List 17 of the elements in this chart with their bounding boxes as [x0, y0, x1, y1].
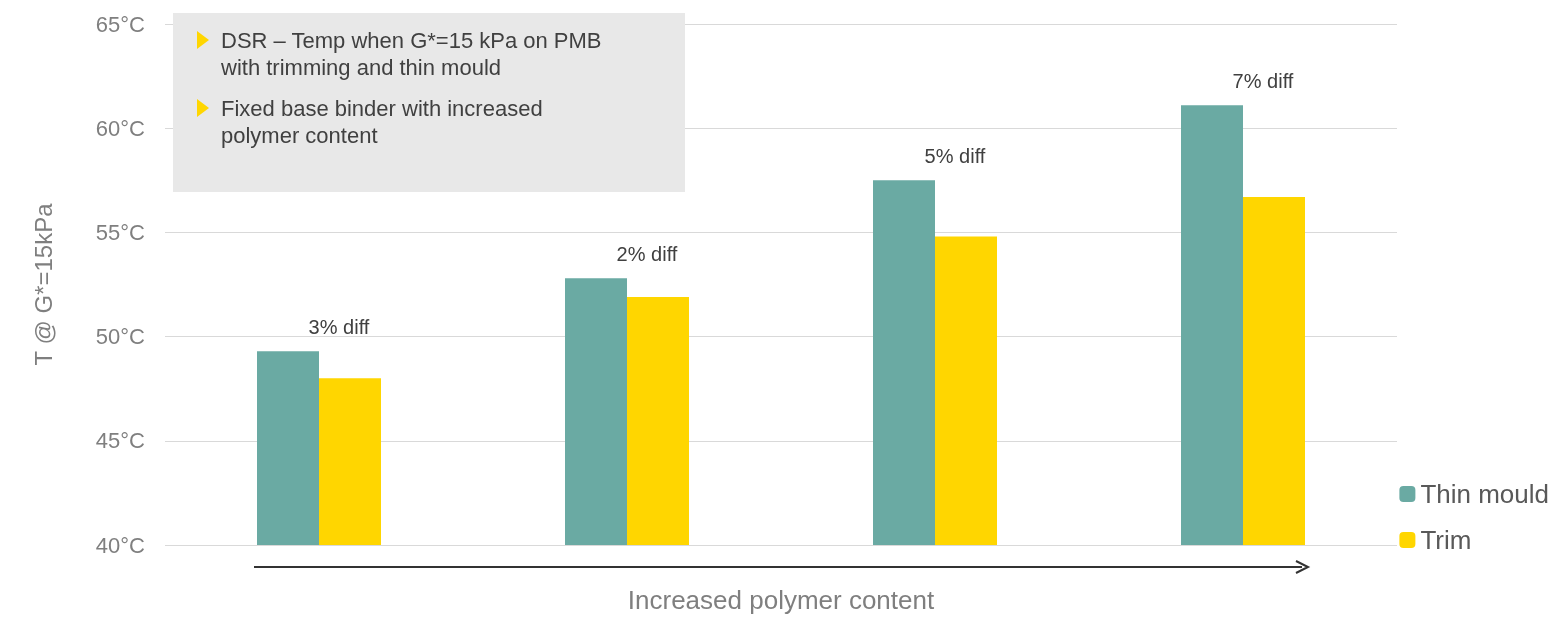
y-tick-label: 65°C — [95, 11, 146, 37]
y-tick-label: 40°C — [95, 532, 146, 558]
y-tick-label: 60°C — [95, 115, 146, 141]
x-axis-title: Increased polymer content — [627, 585, 935, 615]
y-tick-label: 50°C — [95, 324, 146, 350]
y-tick-label: 55°C — [95, 219, 146, 245]
annotation: Fixed base binder with increased polymer content — [221, 95, 544, 149]
annotation: 7% diff — [1232, 70, 1294, 93]
annotation: 3% diff — [308, 316, 370, 339]
y-tick-label: 45°C — [95, 428, 146, 454]
legend-label: Thin mould — [1420, 479, 1550, 509]
annotation: DSR – Temp when G*=15 kPa on PMB with trimming and thin mould — [221, 27, 603, 81]
annotation: 2% diff — [616, 243, 678, 266]
legend-label: Trim — [1420, 525, 1472, 555]
y-axis-title: T @ G*=15kPa — [29, 202, 57, 366]
annotation: 5% diff — [924, 145, 986, 168]
text-box: DSR – Temp when G*=15 kPa on PMB with trimming and thin mould Fixed base binder with increased polymer content — [173, 13, 685, 192]
